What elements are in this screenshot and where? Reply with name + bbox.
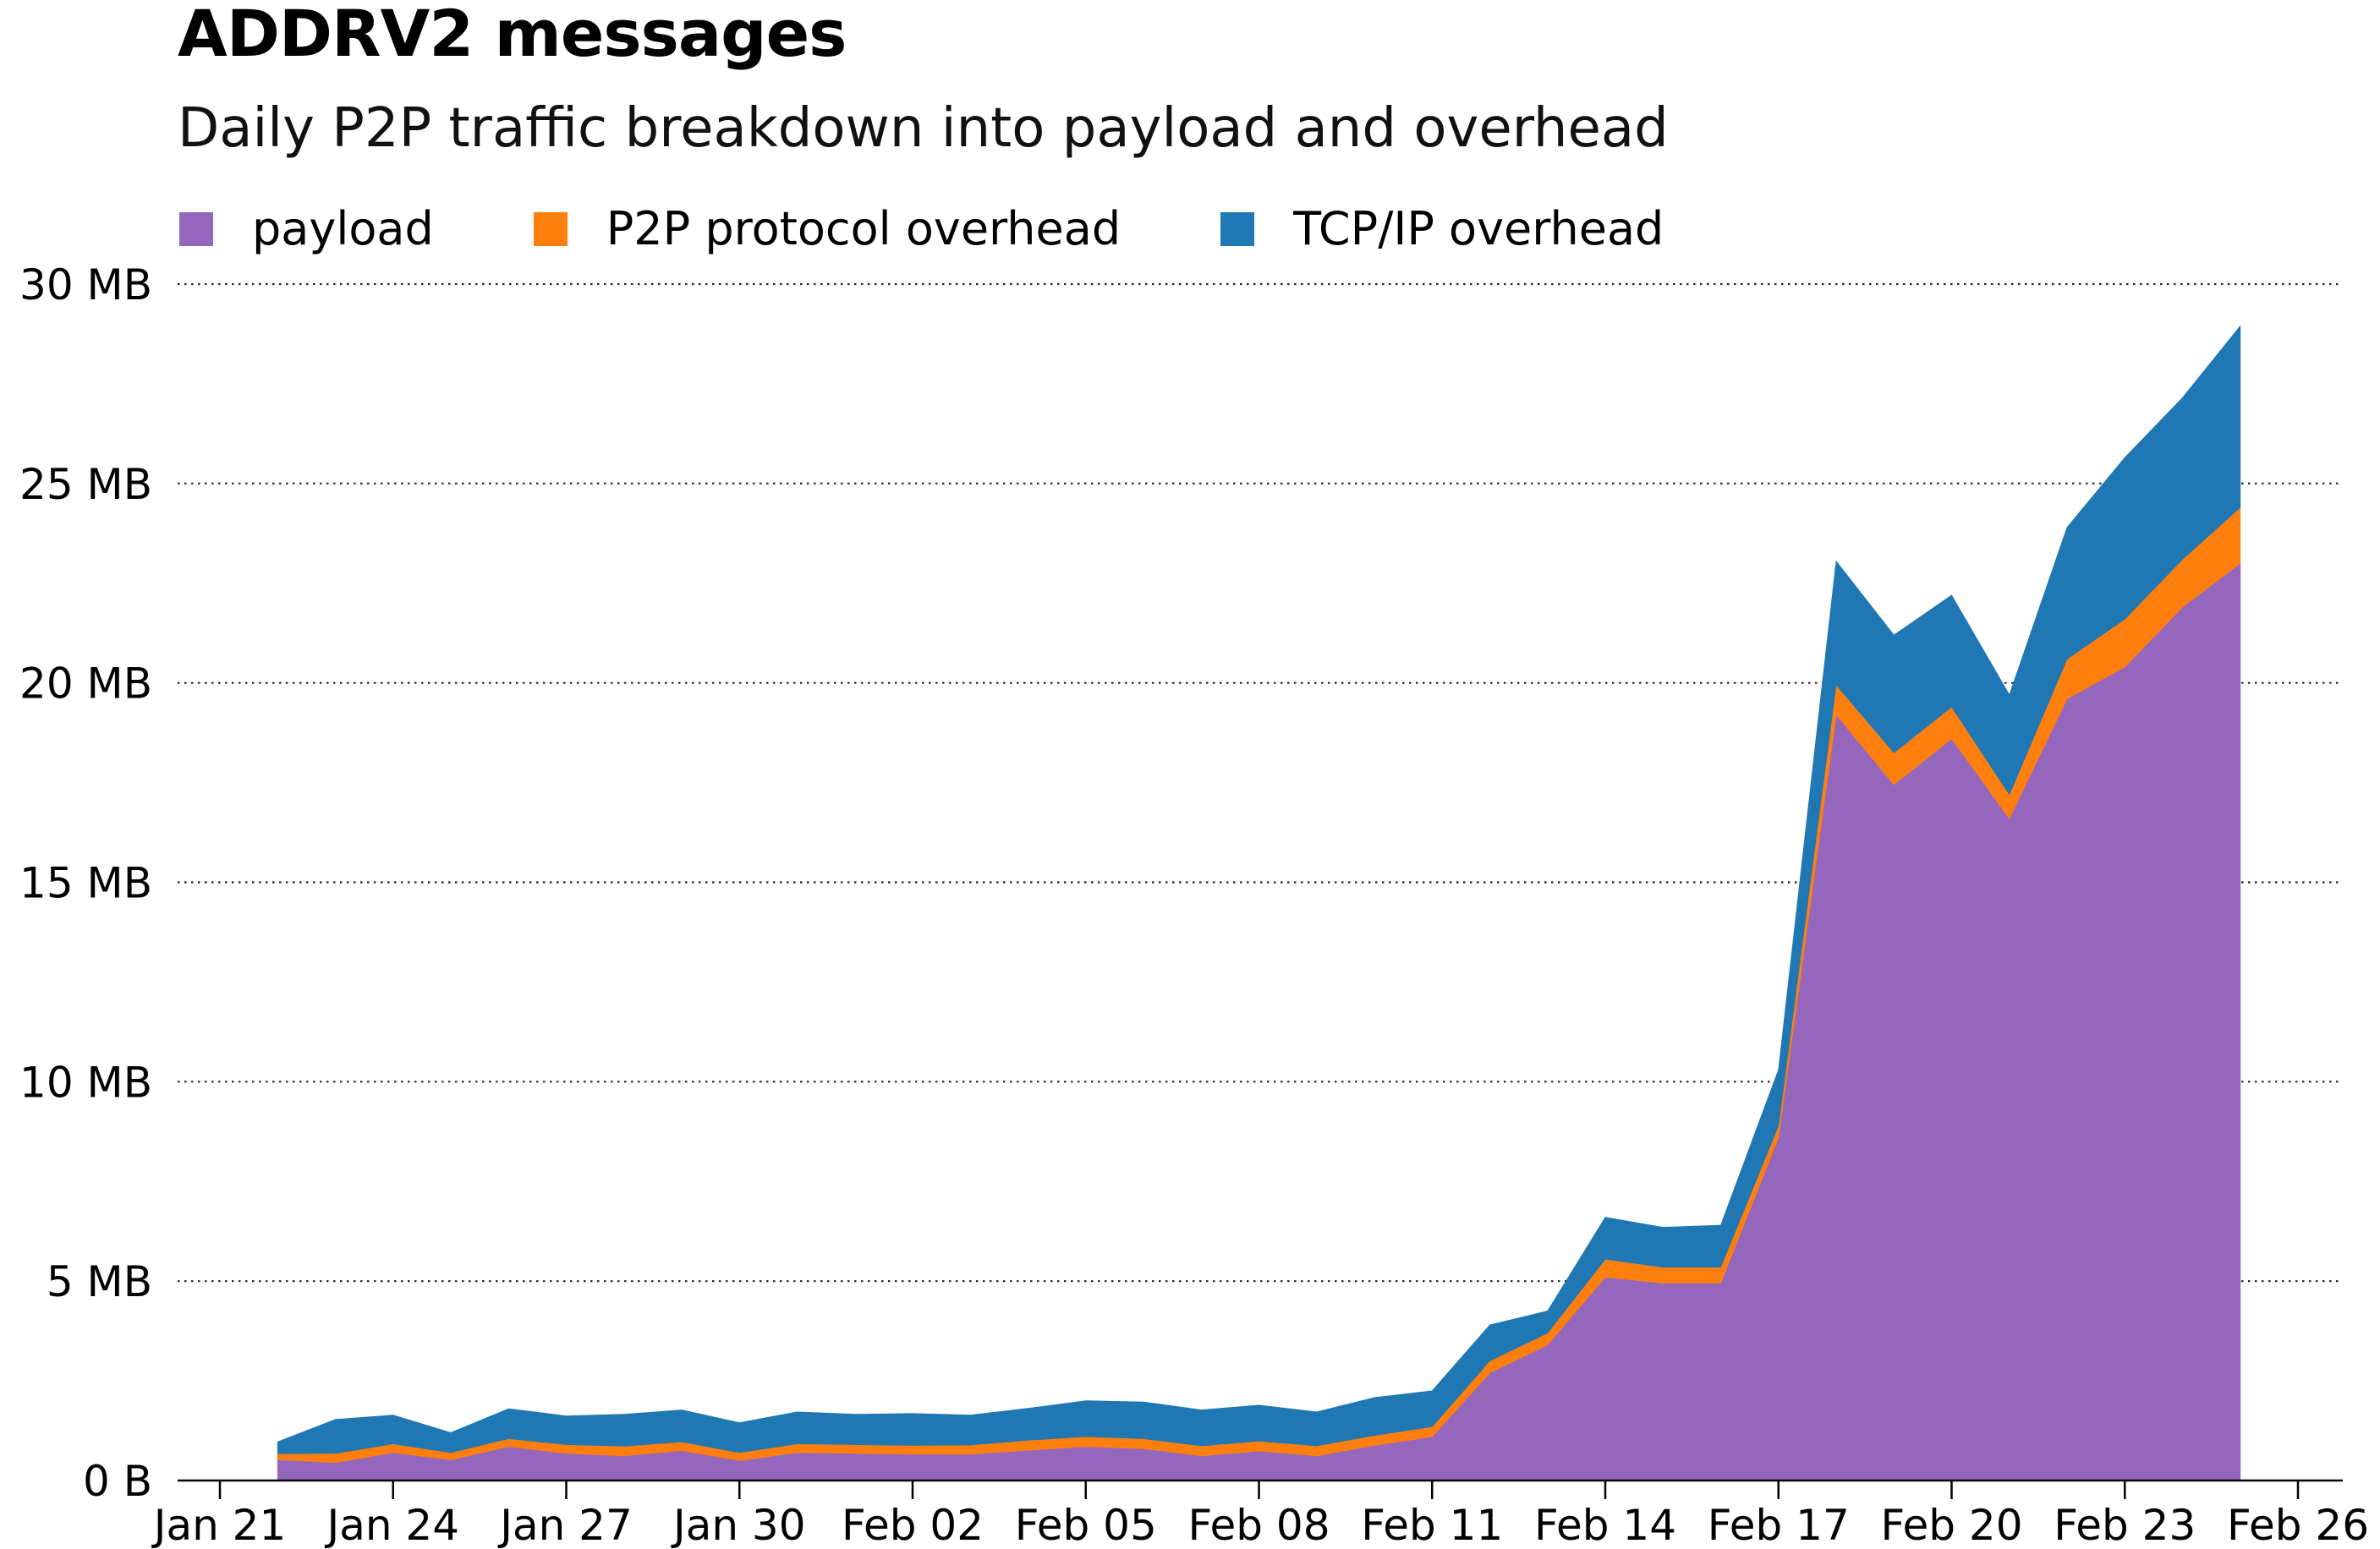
legend-item-payload: payload: [179, 206, 434, 252]
y-tick-label: 20 MB: [19, 660, 152, 709]
x-tick-label: Feb 02: [842, 1501, 984, 1549]
chart-subtitle: Daily P2P traffic breakdown into payload…: [178, 97, 1669, 160]
legend-item-tcpip-overhead: TCP/IP overhead: [1220, 206, 1664, 252]
y-tick-label: 15 MB: [19, 859, 152, 908]
x-tick-label: Feb 20: [1880, 1501, 2022, 1549]
y-tick-label: 25 MB: [19, 460, 152, 509]
y-tick-label: 0 B: [83, 1457, 152, 1506]
x-tick-label: Jan 24: [324, 1501, 459, 1549]
legend-label-p2p-overhead: P2P protocol overhead: [606, 202, 1121, 255]
grid-lines: [178, 282, 2343, 1283]
y-axis-labels: 0 B 5 MB 10 MB 15 MB 20 MB 25 MB 30 MB: [19, 260, 152, 1506]
x-tick-label: Jan 21: [151, 1501, 287, 1549]
x-tick-label: Feb 23: [2054, 1501, 2196, 1549]
legend-label-tcpip-overhead: TCP/IP overhead: [1293, 202, 1664, 255]
legend-swatch-payload: [179, 212, 213, 246]
y-tick-label: 5 MB: [47, 1257, 152, 1306]
y-tick-label: 10 MB: [19, 1058, 152, 1107]
legend-item-p2p-overhead: P2P protocol overhead: [533, 202, 1121, 255]
x-axis: Jan 21 Jan 24 Jan 27 Jan 30 Feb 02 Feb 05 Feb …: [151, 1479, 2369, 1549]
legend-swatch-p2p-overhead: [533, 212, 568, 246]
x-tick-label: Feb 05: [1015, 1501, 1157, 1549]
legend-label-payload: payload: [252, 202, 434, 255]
area-series: [277, 325, 2241, 1481]
x-tick-label: Feb 26: [2227, 1501, 2369, 1549]
x-tick-label: Feb 08: [1187, 1501, 1330, 1549]
legend-swatch-tcpip-overhead: [1220, 212, 1255, 246]
y-tick-label: 30 MB: [19, 260, 152, 309]
x-tick-label: Feb 14: [1534, 1501, 1676, 1549]
chart-title: ADDRV2 messages: [178, 0, 847, 71]
chart-legend: payload P2P protocol overhead TCP/IP ove…: [179, 206, 1763, 252]
x-tick-label: Jan 27: [497, 1501, 633, 1549]
area-tcp-ip-overhead: [277, 325, 2241, 1454]
x-tick-label: Feb 11: [1361, 1501, 1503, 1549]
x-tick-label: Jan 30: [671, 1501, 806, 1549]
x-tick-label: Feb 17: [1708, 1501, 1850, 1549]
